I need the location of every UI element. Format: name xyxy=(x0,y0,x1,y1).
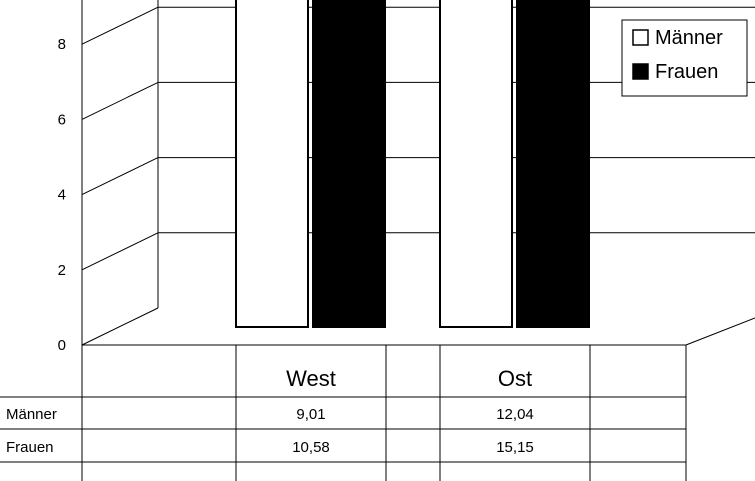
y-tick-label: 0 xyxy=(58,337,66,354)
bar xyxy=(235,0,309,329)
legend-label: Frauen xyxy=(655,61,718,83)
floor-right-edge xyxy=(685,317,755,346)
table-cell: 15,15 xyxy=(496,439,534,456)
table-cell: 12,04 xyxy=(496,406,534,423)
y-tick-label: 4 xyxy=(58,187,66,204)
y-tick-label: 8 xyxy=(58,36,66,53)
legend-swatch xyxy=(632,29,649,46)
data-table: West Ost Männer 9,01 12,04 Frauen 10,58 15,15 xyxy=(0,345,687,481)
bar xyxy=(516,0,590,329)
gridline-side xyxy=(81,307,159,346)
y-tick-label: 6 xyxy=(58,111,66,128)
x-tick-label: West xyxy=(286,366,336,391)
gridline-side xyxy=(81,6,159,45)
legend: Männer Frauen xyxy=(621,19,748,97)
legend-label: Männer xyxy=(655,27,723,49)
gridline-side xyxy=(81,81,159,120)
bars xyxy=(235,0,590,329)
y-tick-label: 2 xyxy=(58,262,66,279)
x-tick-label: Ost xyxy=(498,366,532,391)
y-axis-ticks: 0246810121416 xyxy=(58,36,66,354)
table-row-label: Frauen xyxy=(6,439,54,456)
table-row-label: Männer xyxy=(6,406,57,423)
bar xyxy=(312,0,386,329)
gridline-side xyxy=(81,232,159,271)
gridline-side xyxy=(81,157,159,196)
chart-walls xyxy=(81,0,755,346)
bar xyxy=(439,0,513,329)
legend-swatch xyxy=(632,63,649,80)
table-cell: 10,58 xyxy=(292,439,330,456)
table-cell: 9,01 xyxy=(296,406,325,423)
